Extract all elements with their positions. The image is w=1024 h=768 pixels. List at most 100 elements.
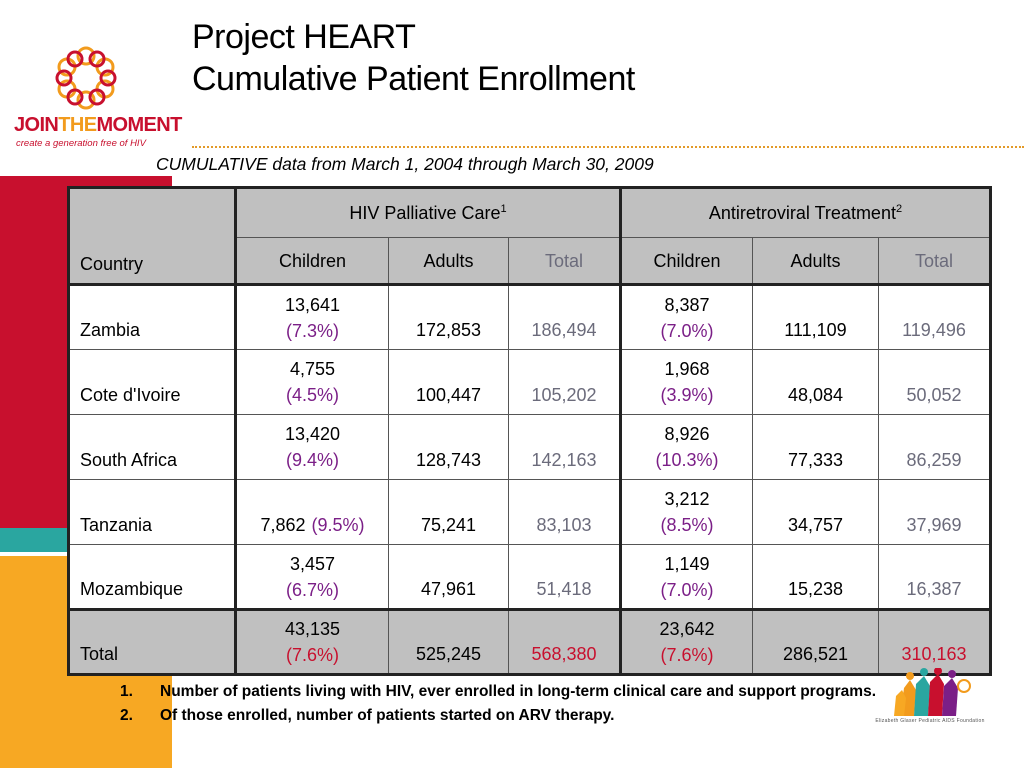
country-cell: Cote d'Ivoire [67,349,237,415]
pc-total-cell: 105,202 [508,349,621,415]
children-figures-icon [894,667,971,716]
pc-children-count: 3,457 [289,553,336,574]
country-cell: Tanzania [67,479,237,545]
pc-children-count: 13,420 [284,424,341,444]
art-total-cell: 16,387 [878,544,992,611]
pc-children-pct: (6.7%) [285,579,339,600]
total-art-children-pct: (7.6%) [660,645,714,665]
country-header: Country [67,186,236,285]
page-title: Project HEART Cumulative Patient Enrollm… [192,16,635,100]
total-pc-children-count: 43,135 [284,619,341,639]
title-line-2: Cumulative Patient Enrollment [192,60,635,98]
art-adults-cell: 48,084 [752,349,879,415]
pc-children-cell: 3,457 (6.7%) [234,544,389,611]
logo-word-join: JOIN [14,114,59,136]
table-row: Mozambique 3,457 (6.7%) 47,961 51,418 1,1… [67,544,992,611]
pc-children-count: 13,641 [284,294,341,315]
total-pc-adults-cell: 525,245 [388,609,509,676]
logo-word-the: THE [58,114,97,136]
art-children-cell: 1,968 (3.9%) [619,349,753,415]
total-label-cell: Total [67,609,237,676]
palliative-care-label: HIV Palliative Care [349,203,501,223]
total-art-total-cell: 310,163 [878,609,992,676]
pc-total-cell: 142,163 [508,414,621,480]
pc-adults-cell: 47,961 [388,544,509,611]
logo-wordmark: JOINTHEMOMENT [14,114,182,137]
pc-children-count: 7,862 [260,515,306,535]
country-cell: Zambia [67,283,237,350]
total-pc-children-pct: (7.6%) [285,645,339,665]
palliative-care-header: HIV Palliative Care1 [234,186,621,238]
art-total-cell: 119,496 [878,284,992,350]
total-art-children-count: 23,642 [659,619,715,639]
table-row: Zambia 13,641 (7.3%) 172,853 186,494 8,38… [67,283,992,350]
art-adults-cell: 34,757 [752,479,879,545]
pc-children-count: 4,755 [289,359,336,379]
art-label: Antiretroviral Treatment [708,203,896,223]
logo-word-moment: MOMENT [96,114,182,136]
pc-total-cell: 83,103 [508,479,621,545]
pc-children-pct: (9.4%) [285,450,339,470]
art-adults-cell: 111,109 [752,284,879,350]
pc-adults-cell: 172,853 [388,284,509,350]
pc-children-cell: 7,862 (9.5%) [234,479,389,545]
art-children-pct: (7.0%) [660,579,714,600]
country-cell: Mozambique [67,544,237,611]
art-children-count: 8,926 [664,424,710,444]
table-row: South Africa 13,420 (9.4%) 128,743 142,16… [67,414,992,480]
subheader-art-total: Total [878,237,992,286]
join-the-moment-logo: JOINTHEMOMENT create a generation free o… [14,44,182,154]
footnote-text: Number of patients living with HIV, ever… [160,683,877,700]
art-children-count: 1,968 [664,359,710,379]
pc-adults-cell: 75,241 [388,479,509,545]
art-total-cell: 50,052 [878,349,992,415]
footnote-2: 2. Of those enrolled, number of patients … [120,704,880,728]
art-header: Antiretroviral Treatment2 [619,186,992,238]
table-total-row: Total 43,135 (7.6%) 525,245 568,380 23,64… [67,609,992,676]
art-children-pct: (8.5%) [660,515,714,535]
pc-total-cell: 51,418 [508,544,621,611]
art-children-cell: 3,212 (8.5%) [619,479,753,545]
table-row: Tanzania 7,862 (9.5%) 75,241 83,103 3,212… [67,479,992,545]
art-children-pct: (7.0%) [660,320,714,341]
footnote-1: 1. Number of patients living with HIV, ev… [120,680,880,704]
logo-tagline: create a generation free of HIV [16,138,146,149]
subheader-art-adults: Adults [752,237,879,286]
pc-adults-cell: 100,447 [388,349,509,415]
pc-children-cell: 13,641 (7.3%) [234,284,389,350]
pc-children-pct: (9.5%) [311,515,365,535]
art-children-count: 8,387 [664,294,710,315]
art-total-cell: 86,259 [878,414,992,480]
foundation-logo: Elizabeth Glaser Pediatric AIDS Foundati… [870,667,990,734]
palliative-care-footnote-ref: 1 [500,203,507,215]
date-range-subtitle: CUMULATIVE data from March 1, 2004 throu… [156,154,654,174]
total-pc-total-cell: 568,380 [508,609,621,676]
footnotes: 1. Number of patients living with HIV, ev… [120,680,880,728]
footnote-text: Of those enrolled, number of patients st… [160,707,615,724]
total-art-adults-cell: 286,521 [752,609,879,676]
art-children-count: 1,149 [664,553,710,574]
art-children-pct: (3.9%) [660,385,714,405]
pc-children-pct: (4.5%) [285,385,339,405]
country-cell: South Africa [67,414,237,480]
title-line-1: Project HEART [192,18,416,56]
pc-children-cell: 13,420 (9.4%) [234,414,389,480]
footnote-number: 2. [120,707,133,724]
dotted-divider [192,146,1024,148]
foundation-name: Elizabeth Glaser Pediatric AIDS Foundati… [875,718,985,724]
art-children-count: 3,212 [664,489,710,509]
footnote-number: 1. [120,683,133,700]
subheader-pc-children: Children [234,237,389,286]
pc-children-cell: 4,755 (4.5%) [234,349,389,415]
art-children-pct: (10.3%) [655,450,719,470]
art-adults-cell: 77,333 [752,414,879,480]
pc-children-pct: (7.3%) [285,320,339,341]
art-footnote-ref: 2 [895,203,903,215]
enrollment-table: Country HIV Palliative Care1 Antiretrovi… [67,186,992,676]
subheader-pc-adults: Adults [388,237,509,286]
art-adults-cell: 15,238 [752,544,879,611]
pc-adults-cell: 128,743 [388,414,509,480]
art-children-cell: 1,149 (7.0%) [619,544,753,611]
total-art-children-cell: 23,642 (7.6%) [619,609,753,676]
total-pc-children-cell: 43,135 (7.6%) [234,609,389,676]
